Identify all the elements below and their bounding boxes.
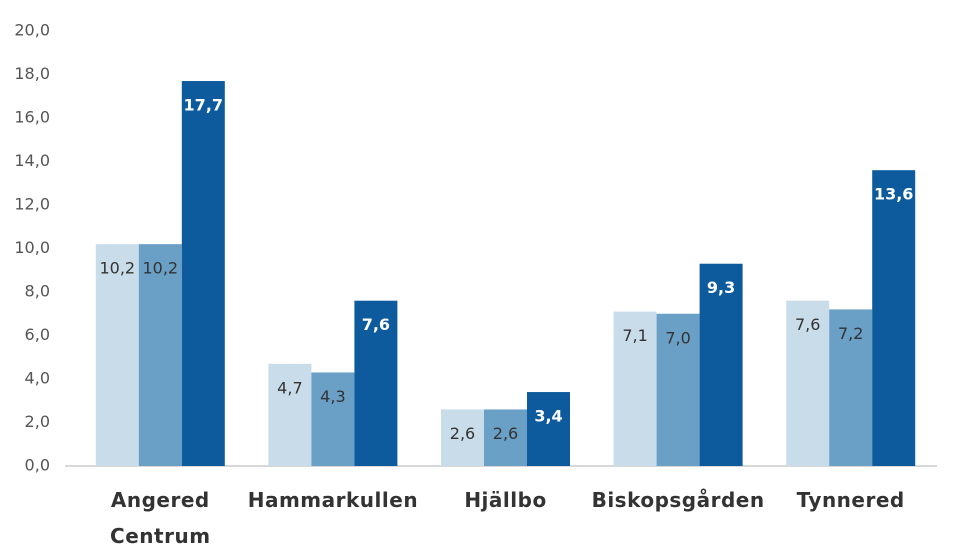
value-label: 4,7	[277, 378, 302, 397]
value-label: 7,1	[622, 326, 647, 345]
value-label: 13,6	[874, 185, 913, 204]
value-label: 2,6	[493, 424, 518, 443]
value-label: 9,3	[707, 278, 735, 297]
x-tick-label: Hjällbo	[464, 488, 547, 512]
value-label: 10,2	[142, 259, 178, 278]
value-label: 2,6	[450, 424, 475, 443]
bar	[872, 170, 916, 466]
bar	[354, 300, 398, 466]
x-tick-label: Angered Centrum	[110, 488, 211, 548]
bar	[484, 409, 527, 466]
value-label: 7,6	[362, 315, 390, 334]
y-tick-label: 2,0	[25, 412, 50, 431]
bar	[181, 81, 225, 467]
y-tick-label: 16,0	[14, 108, 50, 127]
x-tick-label: Tynnered	[796, 488, 905, 512]
value-label: 7,0	[665, 328, 690, 347]
bar	[527, 392, 570, 466]
y-tick-label: 12,0	[14, 195, 50, 214]
x-tick-label: Hammarkullen	[247, 488, 419, 512]
value-label: 7,2	[838, 324, 863, 343]
bar	[656, 313, 700, 466]
y-tick-label: 8,0	[25, 282, 50, 301]
bar	[786, 300, 830, 466]
value-label: 10,2	[99, 259, 135, 278]
bar	[613, 311, 657, 466]
bar	[95, 244, 139, 466]
bar	[268, 363, 312, 466]
y-tick-label: 4,0	[25, 369, 50, 388]
x-tick-label: Biskopsgården	[591, 488, 765, 512]
y-tick-label: 14,0	[14, 151, 50, 170]
y-tick-label: 20,0	[14, 21, 50, 40]
bar	[138, 244, 182, 466]
value-label: 7,6	[795, 315, 820, 334]
y-tick-label: 18,0	[14, 64, 50, 83]
bar	[441, 409, 484, 466]
value-label: 17,7	[184, 96, 223, 115]
bar	[829, 309, 873, 466]
bar	[699, 263, 743, 466]
value-label: 3,4	[534, 407, 562, 426]
bar	[311, 372, 355, 466]
y-tick-label: 0,0	[25, 456, 50, 475]
y-tick-label: 10,0	[14, 238, 50, 257]
value-label: 4,3	[320, 387, 345, 406]
y-tick-label: 6,0	[25, 325, 50, 344]
